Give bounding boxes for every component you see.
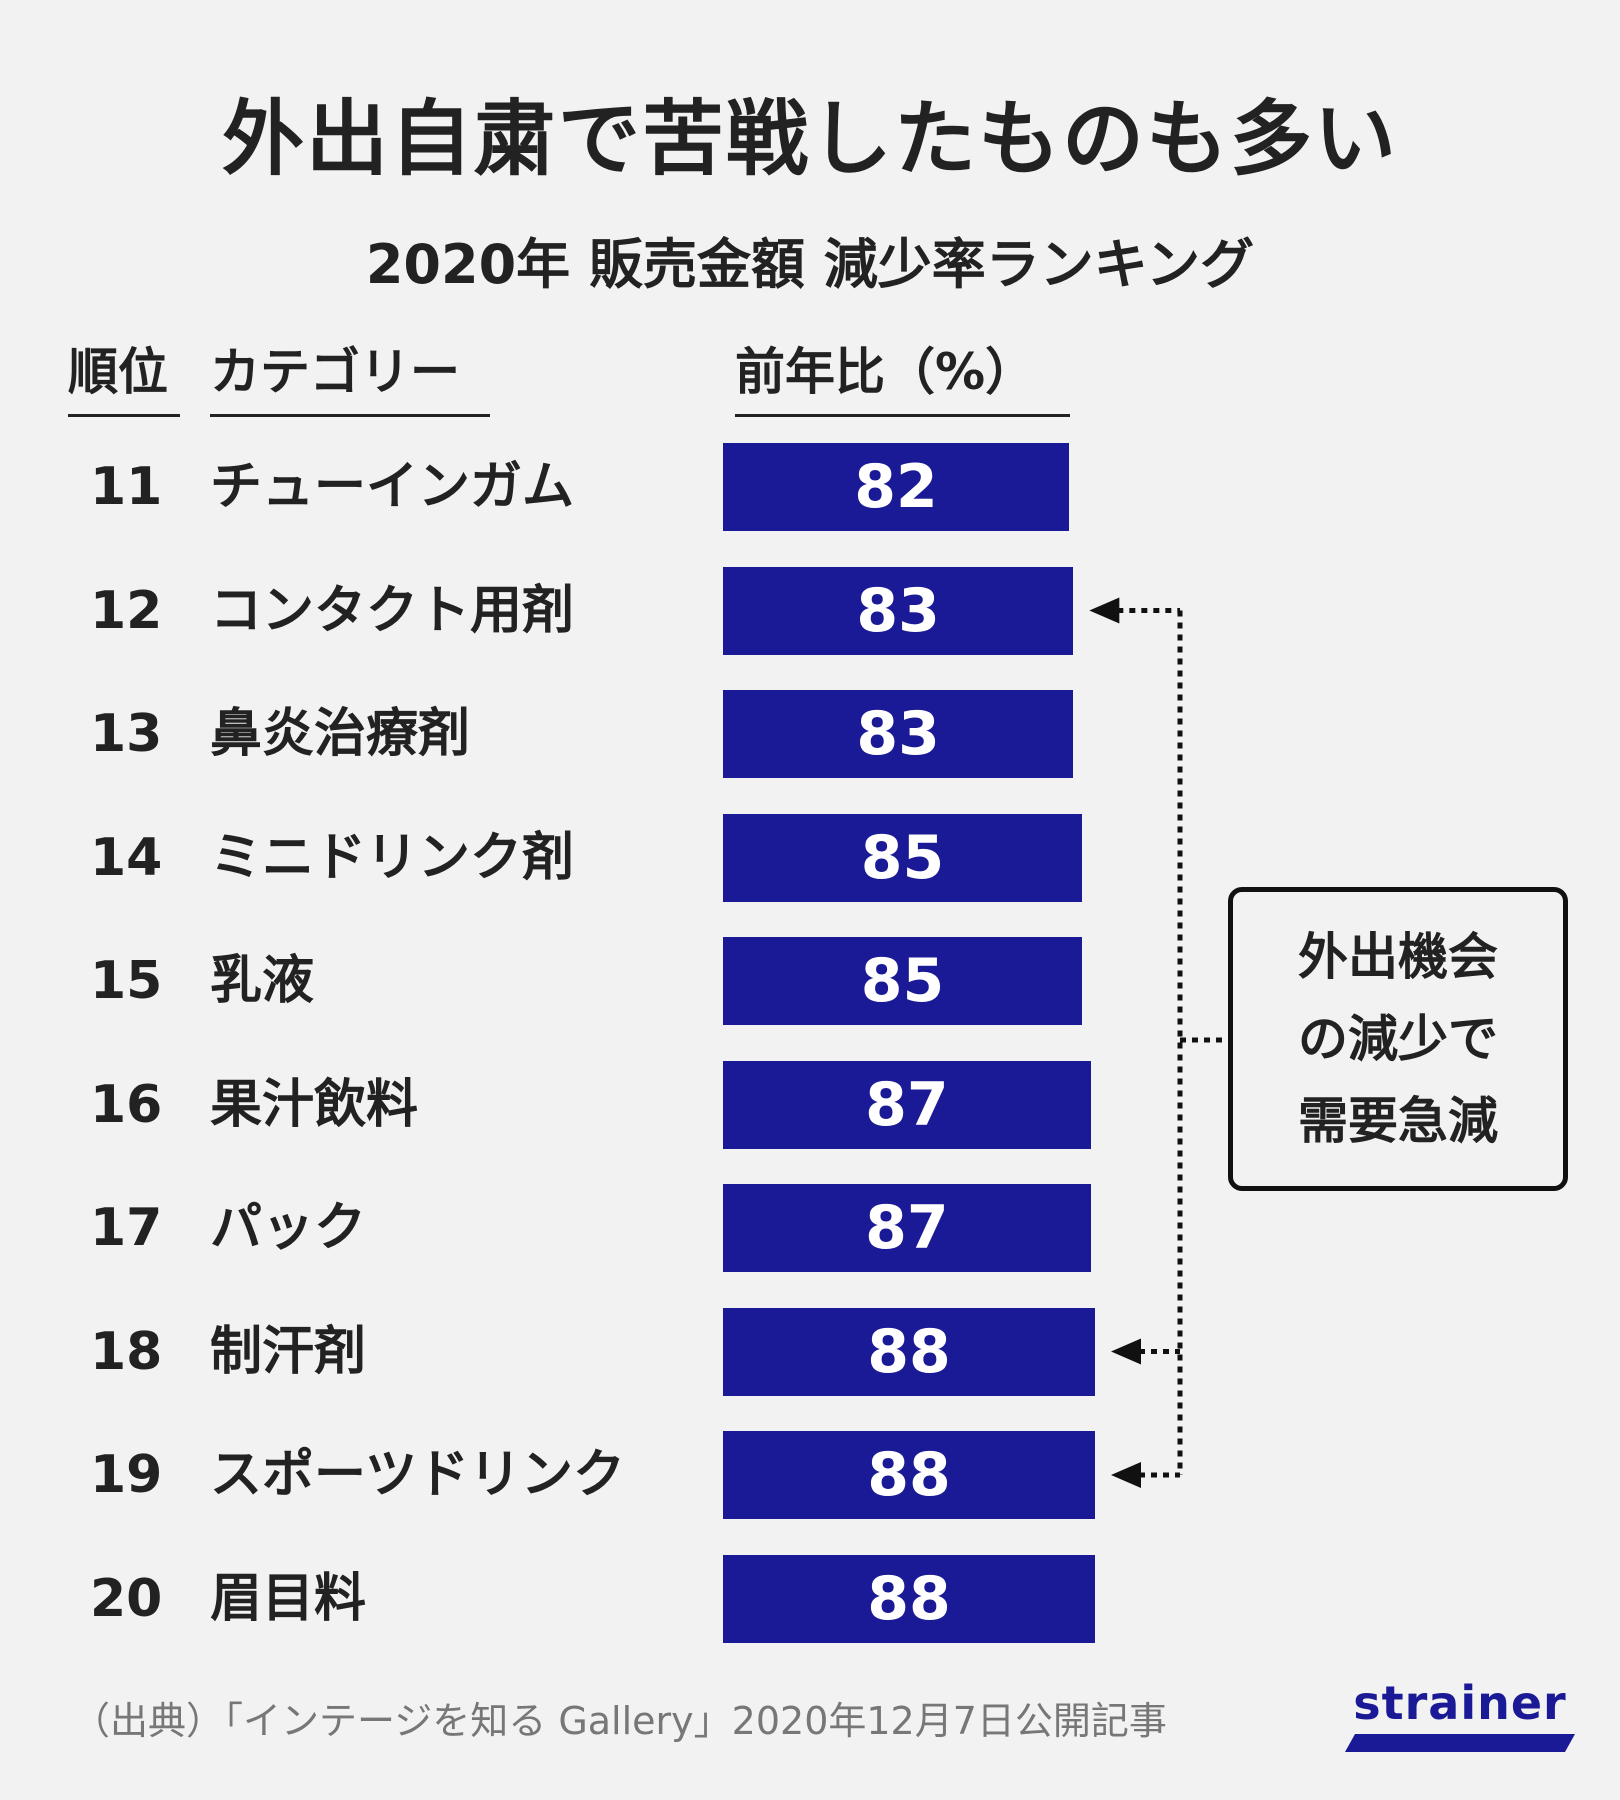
ranking-row: 15 乳液 85: [0, 937, 1620, 1025]
value-label: 88: [867, 1440, 951, 1510]
category-label: 乳液: [210, 951, 315, 1011]
header-rank: 順位: [68, 332, 180, 417]
header-category: カテゴリー: [210, 332, 490, 417]
category-label: スポーツドリンク: [210, 1445, 625, 1505]
category-label: 制汗剤: [210, 1321, 367, 1382]
value-label: 83: [856, 575, 940, 646]
category-label: コンタクト用剤: [210, 580, 575, 641]
annotation-line: の減少で: [1298, 1010, 1498, 1068]
category-label: 眉目料: [210, 1568, 367, 1629]
chart-title: 外出自粛で苦戦したものも多い: [221, 92, 1398, 187]
value-bar: 85: [723, 937, 1082, 1025]
rank-label: 19: [90, 1445, 163, 1505]
value-label: 88: [867, 1563, 951, 1634]
value-label: 83: [856, 699, 940, 769]
header-value: 前年比（%）: [735, 332, 1070, 417]
value-label: 88: [867, 1316, 951, 1387]
annotation-line: 外出機会: [1298, 928, 1498, 986]
logo-text: strainer: [1353, 1676, 1567, 1730]
value-bar: 82: [723, 443, 1069, 531]
value-label: 87: [865, 1193, 949, 1263]
annotation-line: 需要急減: [1298, 1092, 1498, 1150]
rank-label: 12: [90, 580, 163, 641]
ranking-row: 11 チューインガム 82: [0, 443, 1620, 531]
ranking-row: 14 ミニドリンク剤 85: [0, 813, 1620, 902]
chart-subtitle: 2020年 販売金額 減少率ランキング: [365, 233, 1255, 296]
annotation-box: 外出機会 の減少で 需要急減: [1228, 887, 1568, 1191]
rank-label: 17: [90, 1198, 163, 1258]
arrow-head-icon: [1089, 597, 1120, 624]
logo-underline: [1345, 1734, 1575, 1752]
arrow-head-icon: [1111, 1338, 1141, 1365]
value-label: 82: [854, 452, 938, 522]
category-label: パック: [210, 1198, 367, 1258]
rank-label: 15: [90, 951, 163, 1011]
rank-label: 13: [90, 704, 163, 764]
value-bar: 88: [723, 1307, 1095, 1396]
rank-label: 16: [90, 1074, 163, 1135]
ranking-row: 17 パック 87: [0, 1184, 1620, 1272]
arrow-head-icon: [1111, 1462, 1141, 1488]
value-label: 87: [865, 1069, 949, 1140]
ranking-row: 19 スポーツドリンク 88: [0, 1431, 1620, 1519]
rank-label: 20: [90, 1568, 163, 1629]
value-bar: 88: [723, 1554, 1095, 1643]
ranking-row: 18 制汗剤 88: [0, 1307, 1620, 1396]
value-bar: 85: [723, 813, 1082, 902]
ranking-row: 12 コンタクト用剤 83: [0, 566, 1620, 655]
category-label: チューインガム: [210, 457, 575, 517]
value-bar: 87: [723, 1060, 1091, 1149]
rank-label: 14: [90, 827, 163, 888]
ranking-row: 20 眉目料 88: [0, 1554, 1620, 1643]
value-bar: 83: [723, 690, 1074, 778]
rank-label: 18: [90, 1321, 163, 1382]
value-label: 85: [860, 822, 945, 893]
rank-label: 11: [90, 457, 163, 517]
brand-logo: strainer: [1345, 1676, 1575, 1752]
value-label: 85: [860, 946, 945, 1016]
ranking-row: 13 鼻炎治療剤 83: [0, 690, 1620, 778]
category-label: 果汁飲料: [210, 1074, 419, 1135]
ranking-row: 16 果汁飲料 87: [0, 1060, 1620, 1149]
category-label: 鼻炎治療剤: [210, 704, 471, 764]
value-bar: 83: [723, 566, 1074, 655]
value-bar: 88: [723, 1431, 1095, 1519]
source-note: （出典）「インテージを知る Gallery」2020年12月7日公開記事: [72, 1699, 1167, 1743]
value-bar: 87: [723, 1184, 1091, 1272]
category-label: ミニドリンク剤: [210, 827, 575, 888]
